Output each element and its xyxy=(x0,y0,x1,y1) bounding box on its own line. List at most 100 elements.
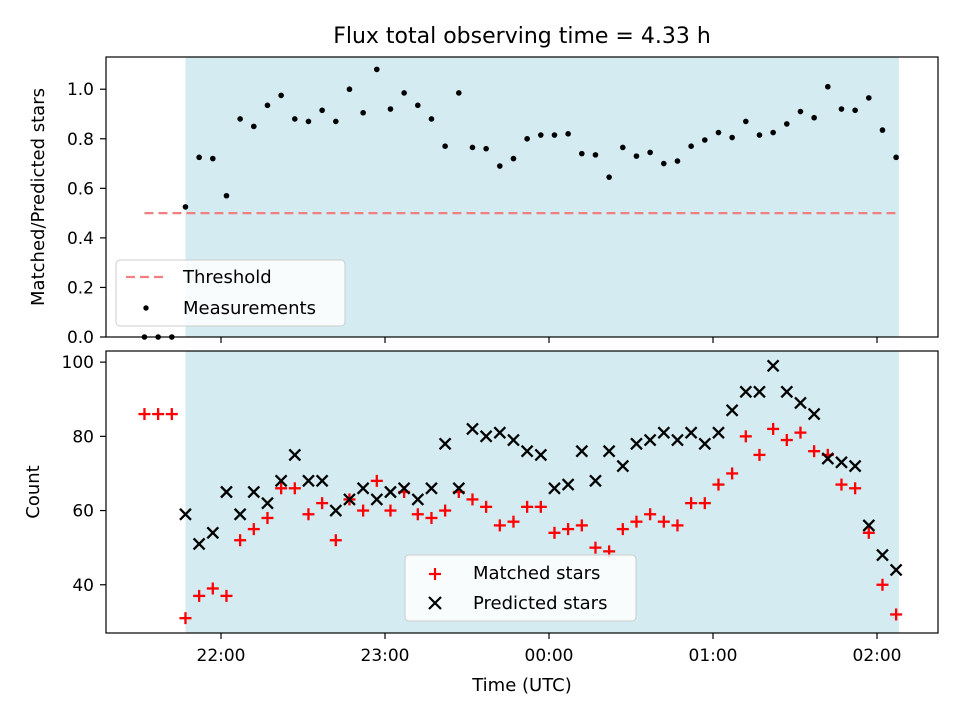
predicted-star-point xyxy=(343,493,356,506)
predicted-star-point xyxy=(206,526,220,540)
predicted-star-point xyxy=(438,437,452,451)
measurement-point xyxy=(702,137,708,143)
matched-star-point xyxy=(521,500,534,513)
predicted-star-point xyxy=(425,481,438,495)
predicted-star-point xyxy=(315,474,329,488)
y-tick-label: 60 xyxy=(72,502,94,522)
measurement-point xyxy=(606,174,612,180)
matched-star-point xyxy=(780,434,793,447)
measurement-point xyxy=(770,129,776,136)
predicted-star-point xyxy=(507,433,520,447)
predicted-star-point xyxy=(848,459,862,473)
predicted-star-point xyxy=(602,444,616,458)
matched-legend-label: Matched stars xyxy=(473,563,600,584)
predicted-star-point xyxy=(356,481,370,495)
predicted-star-point xyxy=(274,474,288,488)
matched-star-point xyxy=(507,515,520,528)
measurement-point xyxy=(688,143,694,150)
matched-star-point xyxy=(220,589,233,602)
measurement-point xyxy=(346,86,353,93)
measurement-point xyxy=(838,106,845,112)
matched-star-point xyxy=(712,478,725,491)
x-tick-label: 01:00 xyxy=(689,646,738,666)
measurement-point xyxy=(866,95,872,101)
measurements-legend-swatch xyxy=(143,305,149,311)
matched-star-point xyxy=(562,523,575,536)
predicted-star-point xyxy=(247,485,261,499)
measurement-point xyxy=(565,131,571,137)
measurement-point xyxy=(784,121,790,127)
threshold-legend-label: Threshold xyxy=(182,267,272,288)
measurement-point xyxy=(729,134,735,141)
matched-star-point xyxy=(657,515,670,528)
matched-star-point xyxy=(534,500,547,513)
measurement-point xyxy=(251,123,257,130)
measurement-point xyxy=(196,154,202,161)
matched-star-point xyxy=(726,467,739,480)
measurement-point xyxy=(360,109,366,116)
top-legend-box xyxy=(115,259,346,327)
predicted-star-point xyxy=(179,507,192,521)
predicted-star-point xyxy=(780,385,794,399)
x-tick-label: 22:00 xyxy=(197,646,246,666)
measurement-point xyxy=(469,144,476,151)
predicted-star-point xyxy=(370,493,384,506)
matched-star-point xyxy=(329,534,342,547)
matched-star-point xyxy=(480,500,493,513)
matched-star-point xyxy=(411,508,424,521)
y-tick-label: 0.2 xyxy=(67,278,94,298)
measurement-point xyxy=(524,135,530,142)
predicted-star-point xyxy=(725,404,739,417)
matched-star-point xyxy=(698,497,711,510)
matched-star-point xyxy=(849,482,862,495)
predicted-star-point xyxy=(493,426,507,439)
predicted-star-point xyxy=(384,485,397,499)
matched-star-point xyxy=(630,515,643,528)
matched-star-point xyxy=(493,519,506,532)
predicted-star-point xyxy=(876,548,889,562)
y-tick-label: 100 xyxy=(62,353,94,373)
measurement-point xyxy=(210,155,216,162)
matched-star-point xyxy=(302,508,315,521)
matched-star-point xyxy=(193,589,206,602)
measurement-point xyxy=(292,116,298,122)
predicted-star-point xyxy=(288,448,302,462)
predicted-star-point xyxy=(712,426,725,439)
top-y-ticks: 0.0 0.2 0.4 0.6 0.8 1.0 xyxy=(67,80,106,348)
matched-star-point xyxy=(589,541,602,554)
predicted-stars-points xyxy=(179,359,903,577)
matched-star-point xyxy=(739,430,752,443)
measurement-point xyxy=(852,107,858,114)
predicted-star-point xyxy=(302,474,315,488)
measurement-point xyxy=(264,102,271,109)
matched-star-point xyxy=(179,612,192,625)
measurement-point xyxy=(715,129,722,136)
matched-star-point xyxy=(890,608,903,621)
top-panel: 0.0 0.2 0.4 0.6 0.8 1.0 Matched/Predicted sta… xyxy=(28,56,939,348)
predicted-star-point xyxy=(452,481,466,495)
matched-star-point xyxy=(261,511,274,524)
predicted-star-point xyxy=(220,485,233,499)
predicted-star-point xyxy=(589,474,602,488)
matched-star-point xyxy=(439,504,452,517)
matched-star-point xyxy=(370,474,383,487)
matched-star-point xyxy=(247,523,260,536)
measurement-point xyxy=(456,90,462,96)
predicted-star-point xyxy=(466,422,479,436)
top-y-axis-label: Matched/Predicted stars xyxy=(28,88,49,306)
predicted-star-point xyxy=(643,433,657,447)
measurement-point xyxy=(497,163,503,169)
predicted-star-point xyxy=(657,426,671,439)
matched-star-point xyxy=(767,422,780,435)
predicted-legend-label: Predicted stars xyxy=(473,593,607,614)
matched-star-point xyxy=(876,578,889,591)
matched-star-point xyxy=(808,445,821,458)
predicted-star-point xyxy=(561,478,575,491)
bottom-legend-box xyxy=(404,554,637,622)
measurement-point xyxy=(223,192,230,199)
predicted-star-point xyxy=(766,359,780,373)
x-tick-label: 02:00 xyxy=(853,646,902,666)
measurement-point xyxy=(620,144,626,151)
predicted-star-point xyxy=(698,437,712,451)
